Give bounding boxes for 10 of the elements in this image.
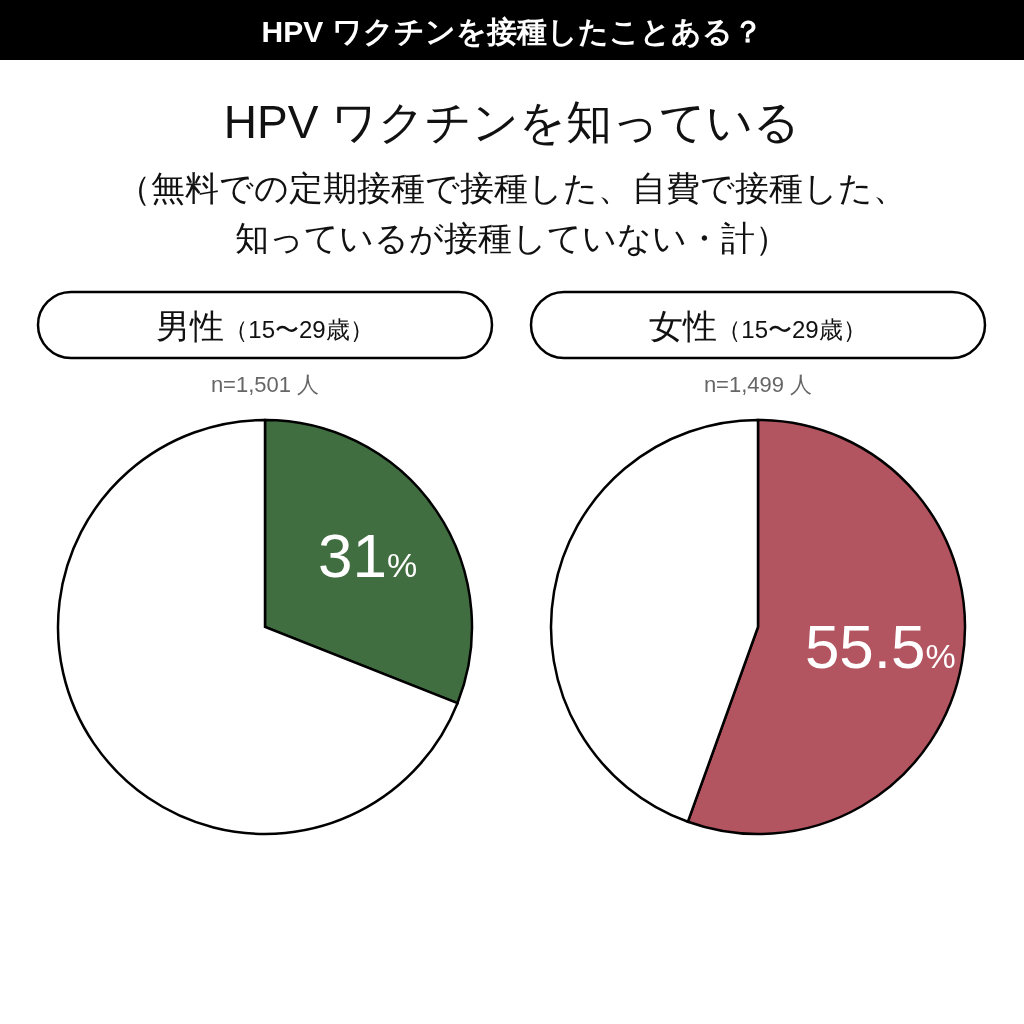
- chart-subtitle: n=1,499 人: [703, 372, 813, 397]
- text: 知っているが接種していない・計）: [235, 219, 789, 257]
- chart-title: 女性（15〜29歳）: [649, 307, 867, 345]
- text: （無料での定期接種で接種した、自費で接種した、: [117, 169, 907, 207]
- chart-title: 男性（15〜29歳）: [156, 307, 374, 345]
- text: HPV ワクチンを知っている: [223, 96, 801, 148]
- chart-subtitle: n=1,501 人: [210, 372, 320, 397]
- text: HPV ワクチンを接種したことある？: [261, 15, 763, 48]
- data-label: 55.5%: [804, 612, 956, 682]
- data-label: 31%: [318, 521, 418, 591]
